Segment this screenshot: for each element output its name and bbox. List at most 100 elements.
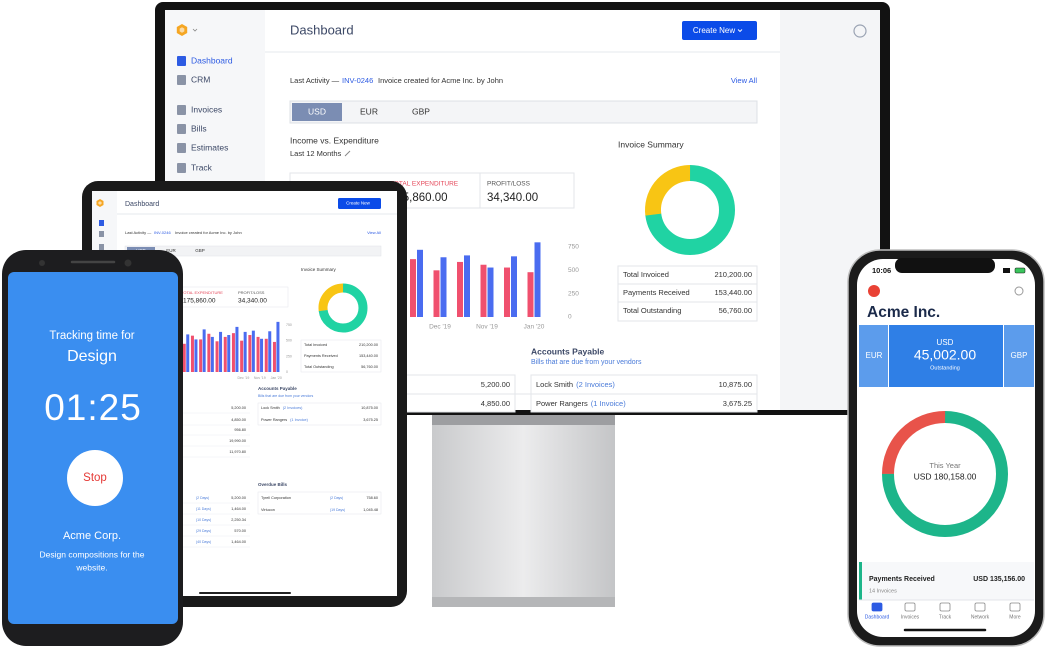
bar (235, 326, 239, 372)
bar (260, 338, 264, 372)
view-all[interactable]: View All (731, 76, 757, 85)
page-title: Dashboard (125, 201, 159, 208)
battery (1014, 267, 1026, 274)
tab-label[interactable]: Invoices (901, 614, 920, 620)
nav-item[interactable]: CRM (191, 74, 210, 84)
bar (190, 335, 194, 372)
x-tick-label: Dec '19 (429, 324, 451, 331)
currency-tab[interactable]: USD (308, 106, 326, 116)
nav-item[interactable]: Track (191, 162, 213, 172)
x-tick-label: Jan '20 (524, 324, 545, 331)
activity-link[interactable]: INV-0246 (154, 230, 171, 235)
activity-text: Invoice created for Acme Inc. by John (378, 76, 503, 85)
currency-tab[interactable]: EUR (866, 351, 883, 360)
card-value: 34,340.00 (487, 192, 538, 204)
row-value: 10,875.00 (719, 380, 752, 389)
android-screen (8, 272, 178, 624)
tab-label[interactable]: Network (971, 614, 990, 620)
nav-icon (177, 75, 186, 85)
stop-label[interactable]: Stop (83, 472, 107, 484)
row-value: 210,200.00 (359, 343, 378, 347)
row-label: Total Invoiced (623, 270, 669, 279)
tab-icon[interactable] (871, 602, 883, 612)
currency-tab[interactable]: GBP (1011, 351, 1028, 360)
stop-button[interactable] (67, 450, 123, 506)
detail-part: (1 Invoice) (591, 399, 627, 408)
row-value: 5,200.00 (231, 496, 246, 500)
row-value: 56,760.00 (719, 306, 752, 315)
nav-icon (177, 163, 186, 173)
view-all[interactable]: View All (367, 230, 381, 235)
tab-icon[interactable] (939, 602, 951, 612)
row-detail: (19 Days) (330, 508, 345, 512)
create-button[interactable] (682, 21, 757, 40)
logo-inner (98, 201, 102, 205)
chevron (192, 28, 198, 32)
bar (194, 339, 198, 372)
tab-icon[interactable] (904, 602, 916, 612)
tab-icon[interactable] (1009, 602, 1021, 612)
y-tick-label: 500 (286, 339, 292, 343)
bar (215, 341, 219, 372)
overdue-table (257, 491, 382, 515)
donut-total: USD 180,158.00 (914, 471, 977, 481)
y-tick-label: 250 (568, 290, 579, 297)
logo-inner (179, 27, 185, 33)
bar (433, 270, 440, 317)
payable-row: Lock Smith (2 Invoices) (536, 380, 615, 389)
bar (240, 340, 244, 372)
button-label[interactable]: Create New (693, 26, 735, 35)
payments-amount: USD 135,156.00 (973, 576, 1025, 583)
tab-label[interactable]: More (1009, 614, 1021, 620)
notch (895, 258, 995, 273)
bar (264, 338, 268, 372)
edit-icon (344, 150, 351, 157)
nav-item[interactable]: Bills (191, 123, 207, 133)
signal (1003, 268, 1010, 273)
nav-item[interactable]: Invoices (191, 104, 222, 114)
bar (440, 257, 447, 317)
bar (534, 242, 541, 317)
tab-icon[interactable] (974, 602, 986, 612)
nav-item[interactable]: Dashboard (191, 55, 233, 65)
period: Last 12 Months (290, 149, 342, 158)
bar (272, 341, 276, 372)
currency-side[interactable] (859, 325, 888, 387)
settings-icon[interactable] (1014, 286, 1024, 296)
row-value: 10,875.00 (361, 406, 378, 410)
tab-label[interactable]: Dashboard (865, 614, 890, 620)
activity-link[interactable]: INV-0246 (342, 76, 373, 85)
x-tick-label: Nov '19 (254, 376, 266, 380)
bar (223, 336, 227, 372)
bar (227, 335, 231, 372)
description: Design compositions for the (40, 549, 145, 559)
row-detail: (11 Days) (196, 507, 211, 511)
currency-tabs (289, 100, 758, 124)
bar (251, 330, 255, 372)
tab-label[interactable]: Track (939, 614, 952, 620)
payments-label: Payments Received (869, 576, 935, 583)
button-label[interactable]: Create New (346, 201, 371, 206)
nav-icon (99, 231, 104, 237)
y-tick-label: 500 (568, 267, 579, 274)
currency-tab[interactable]: GBP (195, 248, 205, 253)
heading: Tracking time for (49, 330, 134, 342)
camera (39, 260, 45, 266)
currency-main (889, 325, 1003, 387)
row-label: Total Outstanding (304, 365, 334, 369)
currency-tab[interactable]: EUR (360, 106, 378, 116)
bar (417, 249, 423, 317)
card-value: 175,860.00 (183, 298, 216, 305)
create-button[interactable] (338, 198, 381, 209)
bar (511, 256, 517, 317)
donut-segment (645, 165, 735, 255)
currency-side[interactable] (1004, 325, 1034, 387)
section-title: Accounts Payable (531, 346, 604, 356)
currency-tab[interactable]: EUR (166, 248, 176, 253)
row-value: 956.80 (234, 428, 246, 432)
nav-item[interactable]: Estimates (191, 142, 228, 152)
payable-row: Power Rangers (1 Invoice) (261, 418, 309, 422)
currency-tab[interactable]: GBP (412, 106, 430, 116)
y-tick-label: 0 (286, 370, 288, 374)
row-value: 19,990.00 (229, 439, 246, 443)
